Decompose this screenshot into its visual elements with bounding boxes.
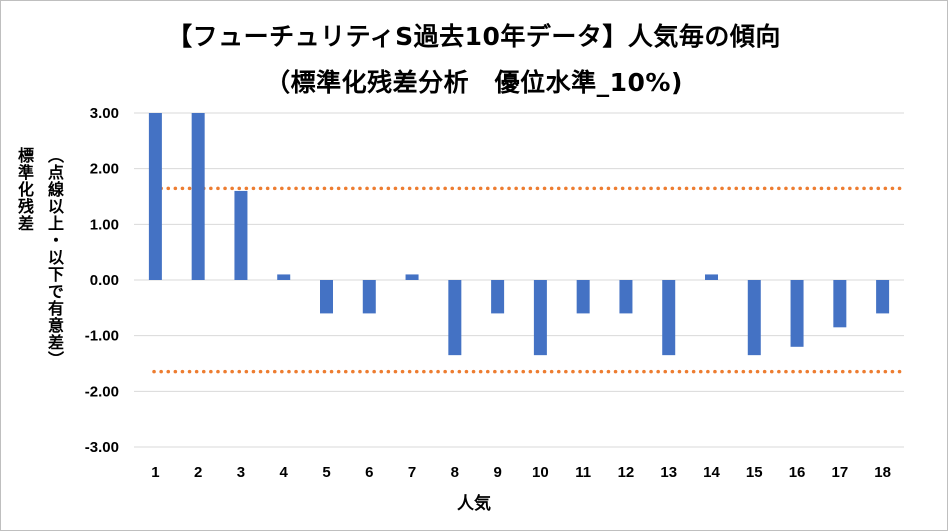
bar [405, 274, 419, 280]
y-tick-label: 0.00 [90, 272, 119, 289]
x-tick-label: 5 [322, 464, 330, 481]
x-tick-label: 12 [618, 464, 635, 481]
x-tick-label: 10 [532, 464, 549, 481]
bar [876, 280, 890, 314]
x-tick-label: 9 [493, 464, 501, 481]
x-tick-label: 11 [575, 464, 591, 481]
bar [662, 280, 676, 356]
bar [320, 280, 333, 314]
x-tick-label: 18 [874, 464, 891, 481]
bar [576, 280, 590, 314]
bar [705, 274, 718, 280]
bar [448, 280, 462, 356]
x-tick-label: 15 [746, 464, 763, 481]
x-tick-label: 7 [408, 464, 416, 481]
x-tick-label: 3 [237, 464, 245, 481]
x-tick-label: 16 [789, 464, 806, 481]
x-tick-label: 4 [280, 464, 289, 481]
y-tick-label: -2.00 [85, 383, 119, 400]
bar [619, 280, 633, 314]
x-tick-label: 13 [660, 464, 677, 481]
y-tick-label: -3.00 [85, 439, 119, 456]
x-tick-label: 6 [365, 464, 373, 481]
bar [533, 280, 547, 356]
x-tick-label: 8 [451, 464, 459, 481]
y-tick-label: -1.00 [85, 328, 119, 345]
bar [234, 190, 248, 280]
y-tick-label: 3.00 [90, 105, 119, 122]
x-tick-label: 14 [703, 464, 720, 481]
x-tick-label: 2 [194, 464, 202, 481]
chart-subtitle: （標準化残差分析 優位水準_10%) [265, 68, 683, 97]
x-axis-label: 人気 [457, 494, 491, 514]
x-tick-label: 17 [831, 464, 848, 481]
bar [191, 113, 205, 280]
bar [833, 280, 847, 328]
bar [790, 280, 804, 347]
y-tick-label: 1.00 [90, 216, 119, 233]
y-axis-label: 標準化残差 [15, 147, 34, 232]
y-axis-label-group: 標準化残差 （点線以上・以下で有意差） [9, 147, 69, 427]
chart-title: 【フューチュリティS過去10年データ】人気毎の傾向 [167, 22, 781, 51]
x-tick-label: 1 [151, 464, 159, 481]
bar [148, 113, 162, 280]
y-axis-sublabel: （点線以上・以下で有意差） [45, 147, 64, 368]
bar [491, 280, 505, 314]
bar [277, 274, 291, 280]
bar [747, 280, 761, 356]
bar [362, 280, 376, 314]
y-tick-label: 2.00 [90, 161, 119, 178]
